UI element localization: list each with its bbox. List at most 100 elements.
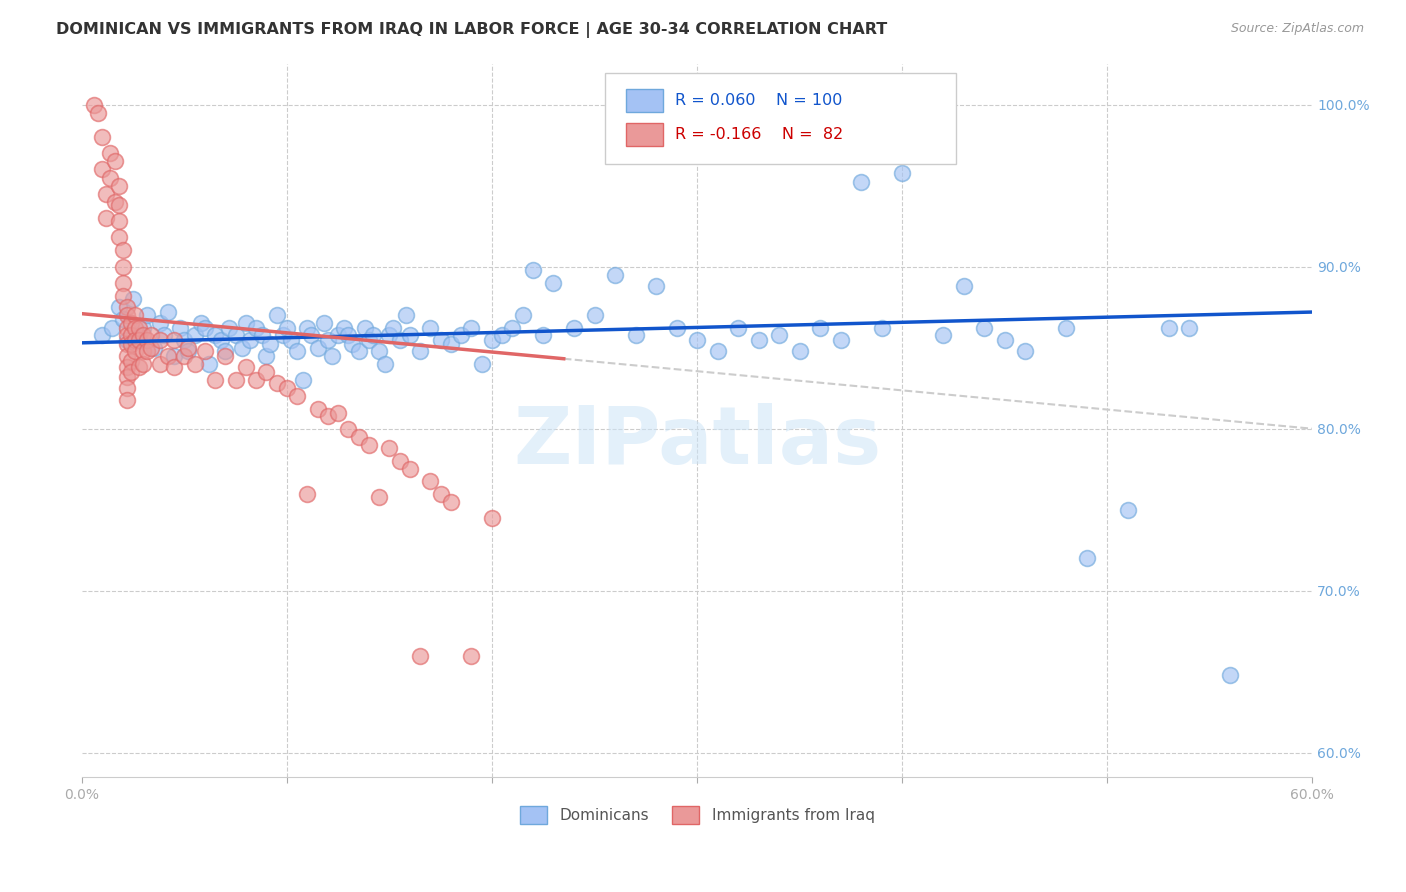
Point [686, 333, 709, 347]
Point [789, 343, 811, 358]
Point [399, 327, 422, 342]
Point [128, 327, 150, 342]
Point [460, 648, 482, 663]
Point [952, 279, 974, 293]
Point [645, 279, 668, 293]
Point [1054, 321, 1077, 335]
Point [285, 389, 308, 403]
Point [440, 337, 463, 351]
Point [235, 317, 257, 331]
Point [285, 343, 308, 358]
Point [183, 327, 205, 342]
Point [245, 321, 267, 335]
Point [173, 349, 195, 363]
Point [115, 369, 138, 384]
Point [115, 300, 138, 314]
Point [115, 321, 138, 335]
Point [333, 321, 356, 335]
Point [501, 321, 523, 335]
Point [194, 343, 217, 358]
Point [100, 146, 122, 161]
Point [231, 341, 253, 355]
Point [115, 392, 138, 407]
Point [111, 260, 134, 274]
Point [149, 333, 172, 347]
Bar [626, 89, 662, 112]
Point [429, 333, 451, 347]
Point [128, 321, 150, 335]
Point [543, 276, 565, 290]
Text: ZIPatlas: ZIPatlas [513, 403, 882, 481]
Point [218, 321, 240, 335]
Point [198, 357, 221, 371]
Point [107, 230, 129, 244]
Point [768, 327, 790, 342]
Point [531, 327, 554, 342]
Point [122, 292, 145, 306]
Point [136, 343, 159, 358]
Point [111, 289, 134, 303]
Point [152, 327, 174, 342]
Point [932, 327, 955, 342]
Point [156, 349, 179, 363]
Point [522, 263, 544, 277]
Point [120, 365, 142, 379]
Legend: Dominicans, Immigrants from Iraq: Dominicans, Immigrants from Iraq [513, 800, 880, 830]
Point [225, 373, 247, 387]
Point [440, 494, 463, 508]
Point [107, 198, 129, 212]
Point [115, 333, 138, 347]
Point [214, 349, 236, 363]
Point [136, 308, 159, 322]
Point [1014, 343, 1036, 358]
Point [120, 317, 142, 331]
Point [266, 376, 288, 391]
Point [395, 308, 418, 322]
Point [101, 321, 124, 335]
Text: Source: ZipAtlas.com: Source: ZipAtlas.com [1230, 22, 1364, 36]
Point [111, 276, 134, 290]
Point [100, 170, 122, 185]
Point [450, 327, 472, 342]
Point [91, 162, 114, 177]
Point [460, 321, 482, 335]
Point [316, 333, 339, 347]
Point [307, 402, 329, 417]
Point [562, 321, 585, 335]
Point [1116, 502, 1139, 516]
Point [347, 430, 370, 444]
Point [292, 373, 315, 387]
Point [120, 327, 142, 342]
Point [583, 308, 606, 322]
Point [128, 333, 150, 347]
Text: R = 0.060    N = 100: R = 0.060 N = 100 [675, 93, 842, 108]
Point [142, 341, 165, 355]
Point [342, 337, 364, 351]
Point [177, 343, 200, 358]
Point [107, 214, 129, 228]
Point [120, 337, 142, 351]
Point [353, 321, 375, 335]
Point [132, 321, 155, 335]
Point [115, 327, 138, 342]
Point [132, 357, 155, 371]
Point [297, 486, 319, 500]
Point [115, 360, 138, 375]
Point [830, 333, 852, 347]
Point [103, 154, 125, 169]
Point [149, 357, 172, 371]
Point [173, 333, 195, 347]
Point [603, 268, 626, 282]
Point [481, 333, 503, 347]
Point [124, 321, 146, 335]
Point [378, 327, 401, 342]
Text: R = -0.166    N =  82: R = -0.166 N = 82 [675, 128, 844, 142]
Point [115, 308, 138, 322]
Point [83, 97, 105, 112]
Point [312, 317, 335, 331]
Point [276, 381, 298, 395]
Point [259, 337, 281, 351]
Point [163, 349, 186, 363]
Point [849, 175, 872, 189]
Point [378, 441, 401, 455]
